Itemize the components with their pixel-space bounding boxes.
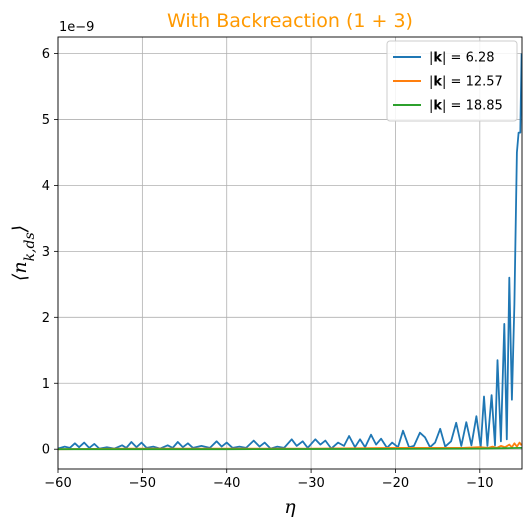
y-tick-label: 5 <box>42 113 50 128</box>
legend-label-suffix: | = 6.28 <box>442 51 494 66</box>
y-tick-label: 6 <box>42 47 50 62</box>
y-tick-label: 0 <box>42 443 50 458</box>
legend-label-bold: k <box>433 75 442 90</box>
legend: |k| = 6.28|k| = 12.57|k| = 18.85 <box>386 40 518 122</box>
x-tick-label: −40 <box>213 476 240 491</box>
y-tick-label: 3 <box>42 245 50 260</box>
x-tick-label: −10 <box>466 476 493 491</box>
series-line-1 <box>58 53 522 450</box>
x-tick-label: −30 <box>297 476 324 491</box>
ticks: −60 −50 −40 −30 −20 −10 0 1 2 3 4 5 6 <box>42 47 494 491</box>
series-group <box>58 53 522 451</box>
legend-box <box>386 40 518 122</box>
x-tick-label: −50 <box>129 476 156 491</box>
y-tick-label: 1 <box>42 377 50 392</box>
series-line-3 <box>58 447 522 451</box>
grid <box>57 37 522 469</box>
legend-label-prefix: | <box>429 75 433 90</box>
x-tick-label: −20 <box>382 476 409 491</box>
y-offset-label: 1e−9 <box>59 20 94 35</box>
x-tick-label: −60 <box>44 476 71 491</box>
y-tick-label: 2 <box>42 311 50 326</box>
legend-label-bold: k <box>433 51 442 66</box>
legend-label-3: |k| = 18.85 <box>429 99 503 114</box>
x-axis-label: η <box>284 496 296 518</box>
y-tick-label: 4 <box>42 179 50 194</box>
legend-label-bold: k <box>433 99 442 114</box>
legend-label-prefix: | <box>429 51 433 66</box>
plot-frame <box>57 36 523 470</box>
chart-title: With Backreaction (1 + 3) <box>167 10 413 32</box>
legend-label-1: |k| = 6.28 <box>429 51 495 66</box>
legend-label-suffix: | = 18.85 <box>442 99 503 114</box>
legend-label-prefix: | <box>429 99 433 114</box>
legend-label-2: |k| = 12.57 <box>429 75 503 90</box>
y-axis-label-subscript: k,ds <box>22 232 38 261</box>
legend-label-suffix: | = 12.57 <box>442 75 503 90</box>
